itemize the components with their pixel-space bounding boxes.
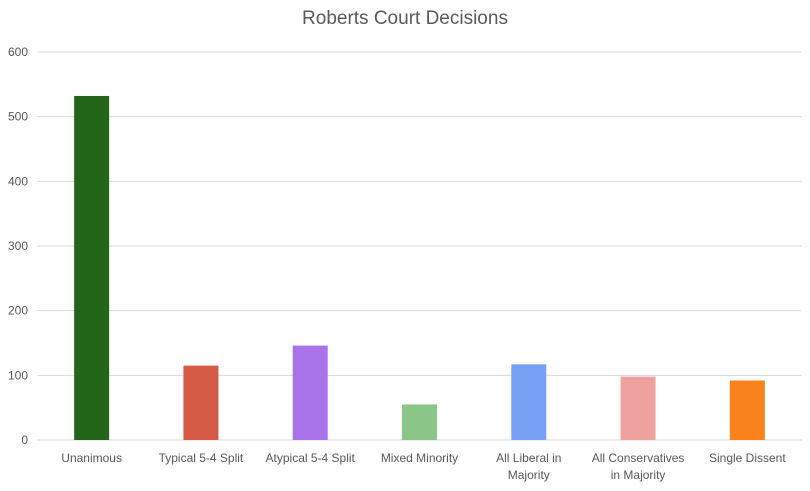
y-axis-ticks: 0 100 200 300 400 500 600 (8, 45, 28, 447)
bar-5 (620, 376, 656, 440)
y-tick-label: 100 (8, 368, 28, 382)
x-tick-label: All Liberal in Majority (496, 451, 561, 482)
x-tick-label: Typical 5-4 Split (159, 451, 244, 465)
y-tick-label: 300 (8, 239, 28, 253)
x-tick-label: Mixed Minority (381, 451, 458, 465)
chart-title: Roberts Court Decisions (302, 8, 508, 29)
y-tick-label: 500 (8, 110, 28, 124)
x-tick-label: All Conservatives in Majority (592, 451, 685, 482)
x-axis-labels: Unanimous Typical 5-4 Split Atypical 5-4 S… (61, 451, 786, 482)
bar-1 (183, 365, 219, 440)
y-tick-label: 600 (8, 45, 28, 59)
bar-0 (74, 95, 110, 441)
y-tick-label: 200 (8, 304, 28, 318)
y-tick-label: 0 (21, 433, 28, 447)
gridlines (37, 51, 802, 441)
x-tick-label: Unanimous (61, 451, 122, 465)
x-tick-label: Atypical 5-4 Split (266, 451, 356, 465)
bar-4 (511, 364, 547, 440)
bar-2 (292, 345, 328, 440)
y-tick-label: 400 (8, 174, 28, 188)
bar-3 (402, 404, 437, 440)
x-tick-label: Single Dissent (709, 451, 786, 465)
bars (74, 95, 765, 441)
bar-6 (729, 380, 765, 440)
